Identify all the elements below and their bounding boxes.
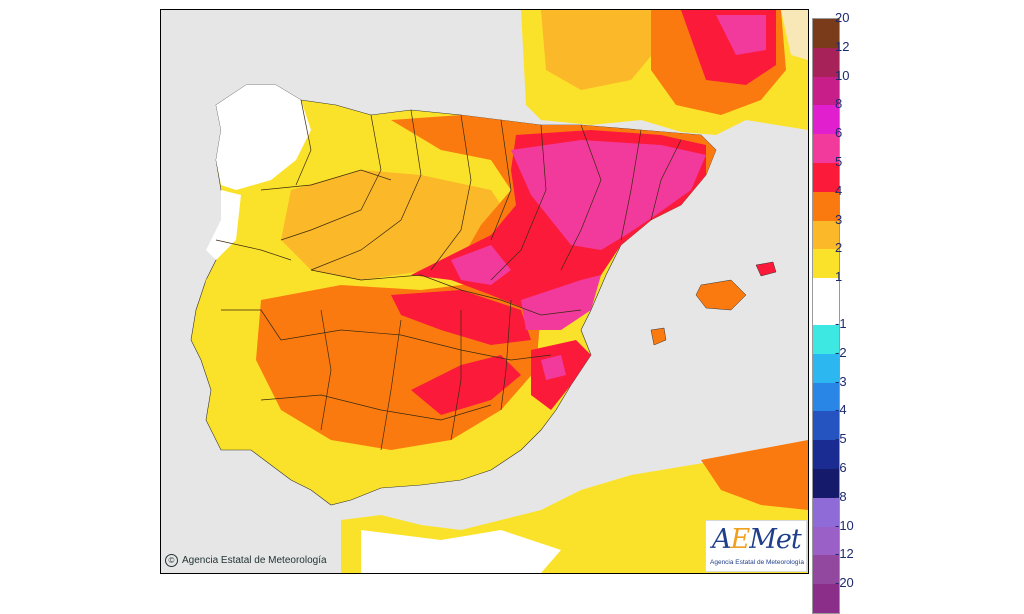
heat-andalucia-east <box>411 355 521 415</box>
legend-swatch <box>813 497 839 527</box>
legend-swatch <box>813 411 839 441</box>
legend-swatch <box>813 249 839 279</box>
heat-portugal-north <box>206 190 241 260</box>
heat-galicia <box>216 85 311 190</box>
legend-swatch <box>813 47 839 77</box>
legend-swatch <box>813 325 839 354</box>
heat-france-core <box>716 15 766 55</box>
heat-portugal-coast <box>196 260 236 355</box>
legend-swatch <box>813 220 839 250</box>
legend-tick-label: -3 <box>835 373 847 389</box>
legend-tick-label: -1 <box>835 316 847 331</box>
logo-letter-e: E <box>730 524 751 555</box>
legend-tick-label: 5 <box>835 154 843 169</box>
legend-swatch <box>813 134 839 163</box>
legend-swatch <box>813 278 839 307</box>
heat-algeria <box>701 440 808 510</box>
legend-tick-label: 3 <box>835 211 843 227</box>
island-menorca <box>755 261 777 277</box>
legend-tick-label: 4 <box>835 182 843 198</box>
legend-gap <box>813 307 839 325</box>
legend-tick-label: 10 <box>835 67 850 83</box>
temperature-anomaly-map: © Agencia Estatal de Meteorología AEMet A… <box>160 9 809 574</box>
legend-tick-label: -6 <box>835 460 847 475</box>
logo-letters-met: Met <box>749 524 801 555</box>
legend-swatch <box>813 353 839 383</box>
color-legend <box>812 18 840 614</box>
legend-tick-label: 2 <box>835 240 843 256</box>
legend-swatch <box>813 163 839 192</box>
legend-swatch <box>813 469 839 498</box>
legend-tick-label: -12 <box>835 546 854 562</box>
map-canvas <box>161 10 808 573</box>
legend-tick-label: 6 <box>835 125 843 141</box>
logo-wordmark: AEMet <box>712 524 802 555</box>
legend-tick-label: -20 <box>835 575 854 591</box>
legend-tick-label: 1 <box>835 269 843 285</box>
copyright-credit: © Agencia Estatal de Meteorología <box>165 554 327 567</box>
heat-murcia-core <box>541 355 566 380</box>
legend-swatch <box>813 382 839 412</box>
legend-swatch <box>813 440 839 469</box>
province-boundaries <box>215 99 682 451</box>
legend-tick-label: 8 <box>835 96 843 112</box>
legend-tick-label: -8 <box>835 488 847 504</box>
legend-tick-label: -2 <box>835 344 847 360</box>
copyright-icon: © <box>165 554 178 567</box>
island-ibiza <box>650 327 667 346</box>
legend-tick-label: -5 <box>835 431 847 447</box>
aemet-logo: AEMet Agencia Estatal de Meteorología <box>705 520 807 572</box>
heat-valencia-core <box>521 275 601 330</box>
island-mallorca <box>695 279 747 311</box>
legend-tick-label: -4 <box>835 402 847 418</box>
heat-castilla <box>281 170 511 280</box>
logo-letter-a: A <box>712 524 731 555</box>
heat-france-east <box>781 10 808 60</box>
legend-tick-label: -10 <box>835 517 854 533</box>
legend-swatch <box>813 76 839 106</box>
legend-swatch <box>813 526 839 556</box>
legend-tick-label: 20 <box>835 10 850 25</box>
logo-subtitle: Agencia Estatal de Meteorología <box>710 559 804 566</box>
legend-swatch <box>813 191 839 221</box>
legend-swatch <box>813 19 839 48</box>
heat-aragon-core <box>511 140 706 250</box>
credit-text: Agencia Estatal de Meteorología <box>182 555 327 567</box>
heat-morocco-white <box>361 530 561 573</box>
legend-swatch <box>813 105 839 135</box>
legend-tick-label: 12 <box>835 38 850 54</box>
heat-france-west <box>541 10 661 90</box>
